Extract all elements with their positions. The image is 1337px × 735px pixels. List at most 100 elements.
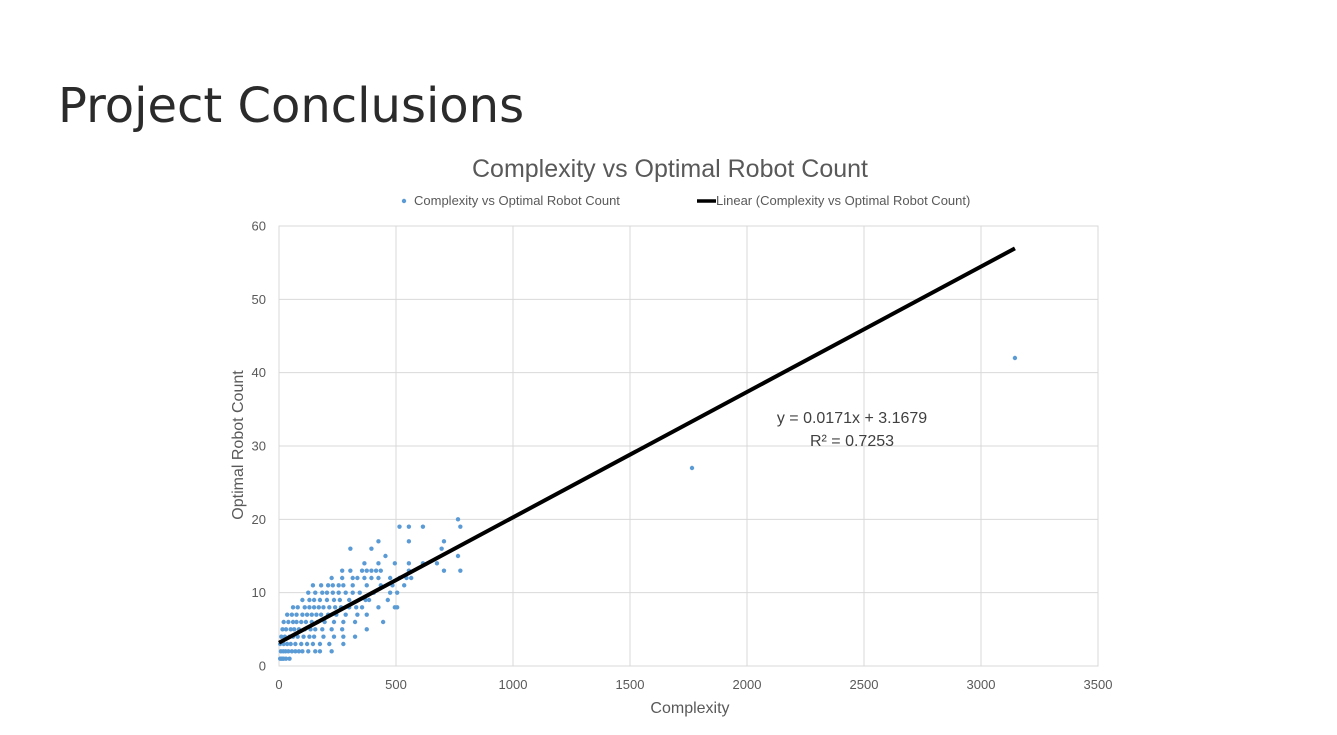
data-point — [318, 583, 324, 588]
data-point — [364, 627, 369, 632]
trendline-r-squared: R² = 0.7253 — [810, 433, 894, 450]
y-axis-ticks: 0 10 20 30 40 50 60 — [252, 219, 266, 674]
data-point — [350, 575, 355, 581]
data-point — [341, 619, 346, 625]
data-point — [376, 605, 381, 610]
data-point — [362, 561, 367, 566]
data-point — [455, 553, 461, 559]
data-point — [283, 656, 289, 661]
data-point — [359, 605, 365, 610]
data-point — [376, 575, 381, 581]
data-point — [313, 627, 318, 632]
y-tick-label: 40 — [252, 365, 266, 380]
data-point — [341, 634, 346, 639]
data-point — [320, 627, 325, 632]
data-point — [331, 597, 337, 603]
data-point — [373, 568, 379, 573]
y-tick-label: 10 — [252, 585, 266, 600]
data-point — [394, 605, 400, 610]
data-point — [376, 561, 381, 566]
data-point — [294, 612, 299, 617]
data-point — [313, 590, 318, 595]
data-point — [311, 634, 317, 639]
x-tick-label: 0 — [275, 677, 282, 692]
data-point — [380, 619, 386, 625]
data-point — [303, 619, 309, 625]
data-point — [387, 575, 393, 581]
y-tick-label: 0 — [259, 659, 266, 674]
data-point — [300, 649, 305, 654]
x-axis-ticks: 0 500 1000 1500 2000 2500 3000 3500 — [275, 677, 1112, 692]
data-point — [406, 539, 412, 544]
data-point — [354, 605, 359, 610]
data-point — [293, 641, 298, 647]
data-point — [300, 612, 305, 617]
data-point — [434, 561, 440, 566]
data-point — [324, 597, 330, 603]
data-point — [458, 524, 463, 529]
data-point — [327, 605, 332, 610]
y-tick-label: 50 — [252, 292, 266, 307]
chart-title: Complexity vs Optimal Robot Count — [472, 155, 868, 183]
data-point — [689, 465, 695, 471]
y-axis-title: Optimal Robot Count — [230, 370, 247, 520]
data-point — [387, 590, 393, 595]
trendline — [278, 246, 1016, 645]
data-point — [331, 619, 337, 625]
data-point — [348, 546, 353, 551]
gridlines — [278, 225, 1099, 667]
x-tick-label: 1000 — [499, 677, 528, 692]
data-point — [281, 619, 286, 625]
data-point — [306, 590, 311, 595]
data-point — [369, 568, 374, 573]
data-point — [310, 583, 316, 588]
data-point — [352, 619, 358, 625]
data-point — [350, 590, 355, 595]
data-point — [364, 612, 369, 617]
data-point — [385, 597, 391, 603]
data-point — [280, 627, 285, 632]
data-point — [341, 641, 346, 647]
data-point — [378, 568, 383, 573]
data-point — [309, 612, 314, 617]
data-point — [301, 634, 306, 639]
trendline-group — [278, 246, 1016, 645]
y-tick-label: 20 — [252, 512, 266, 527]
x-tick-label: 3000 — [967, 677, 996, 692]
legend-label-series: Complexity vs Optimal Robot Count — [414, 193, 620, 208]
data-point — [283, 627, 289, 632]
data-point — [310, 641, 316, 647]
data-point — [304, 641, 310, 647]
data-point — [397, 524, 402, 529]
data-point — [392, 561, 398, 566]
x-tick-label: 2000 — [733, 677, 762, 692]
data-point — [324, 590, 330, 595]
data-point — [295, 605, 300, 610]
data-point — [287, 656, 292, 661]
data-point — [420, 524, 426, 529]
slide-title: Project Conclusions — [58, 78, 525, 134]
data-point — [289, 649, 295, 654]
data-point — [362, 575, 367, 581]
data-point — [299, 619, 304, 625]
data-point — [339, 627, 345, 632]
data-point — [339, 575, 345, 581]
data-point — [292, 627, 297, 632]
data-point — [331, 634, 337, 639]
data-point — [458, 568, 463, 573]
trendline-equation: y = 0.0171x + 3.1679 — [777, 410, 927, 427]
data-point — [329, 649, 334, 654]
data-point — [307, 605, 312, 610]
data-point — [348, 568, 353, 573]
y-tick-label: 60 — [252, 219, 266, 234]
data-point — [1012, 355, 1018, 361]
data-point — [286, 649, 291, 654]
data-point — [306, 649, 311, 654]
data-point — [357, 590, 362, 595]
data-point — [314, 612, 319, 617]
data-point — [347, 597, 352, 603]
data-point — [313, 649, 318, 654]
data-point — [406, 561, 412, 566]
data-point — [330, 590, 336, 595]
